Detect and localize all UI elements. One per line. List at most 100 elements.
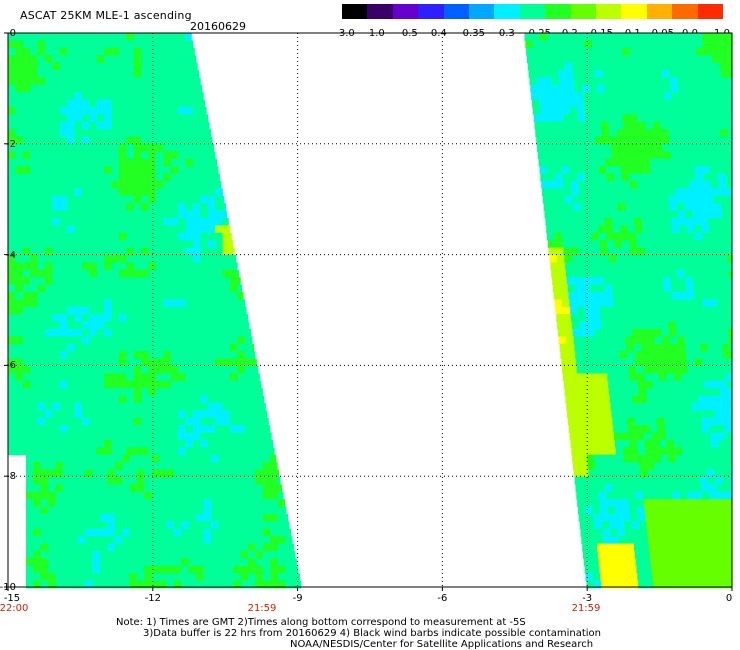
wind-cell	[89, 77, 98, 86]
wind-cell	[133, 151, 142, 160]
wind-cell	[598, 491, 607, 500]
wind-cell	[218, 536, 227, 544]
wind-cell	[15, 151, 24, 160]
wind-cell	[193, 262, 201, 271]
wind-cell	[604, 151, 613, 160]
wind-cell	[92, 484, 101, 493]
wind-cell	[126, 166, 135, 174]
wind-cell	[45, 432, 53, 441]
wind-cell	[215, 181, 222, 189]
wind-cell	[708, 543, 716, 552]
wind-cell	[196, 558, 204, 567]
wind-cell	[678, 343, 686, 352]
wind-cell	[22, 395, 31, 404]
wind-cell	[691, 329, 699, 337]
wind-cell	[174, 477, 182, 485]
wind-cell	[159, 521, 167, 530]
wind-cell	[727, 454, 733, 463]
wind-cell	[141, 218, 149, 226]
wind-cell	[89, 410, 98, 419]
wind-cell	[8, 107, 16, 115]
wind-cell	[252, 343, 254, 352]
wind-cell	[603, 144, 612, 152]
wind-cell	[104, 144, 112, 152]
wind-cell	[725, 47, 733, 56]
map-title: ASCAT 25KM MLE-1 ascending	[20, 9, 192, 22]
wind-cell	[111, 336, 120, 345]
wind-cell	[556, 55, 565, 63]
wind-cell	[59, 129, 68, 137]
wind-cell	[122, 477, 130, 485]
wind-cell	[665, 232, 674, 241]
wind-cell	[649, 92, 658, 100]
wind-cell	[691, 136, 700, 145]
wind-cell	[163, 388, 172, 396]
wind-cell	[671, 158, 680, 167]
wind-cell	[558, 70, 566, 78]
wind-cell	[133, 395, 142, 404]
wind-cell	[119, 321, 127, 330]
wind-cell	[82, 373, 90, 382]
wind-cell	[594, 521, 603, 530]
wind-cell	[551, 144, 560, 152]
wind-cell	[163, 262, 172, 271]
wind-cell	[159, 454, 167, 463]
wind-cell	[30, 299, 38, 308]
wind-cell	[22, 136, 31, 145]
wind-cell	[577, 47, 586, 56]
wind-cell	[645, 255, 654, 263]
wind-cell	[252, 358, 257, 367]
wind-cell	[156, 129, 164, 137]
wind-cell	[114, 469, 123, 478]
wind-cell	[26, 558, 34, 567]
wind-cell	[40, 469, 49, 478]
wind-cell	[574, 210, 582, 219]
wind-cell	[240, 491, 249, 500]
wind-cell	[77, 580, 86, 589]
wind-cell	[640, 210, 649, 219]
wind-cell	[728, 269, 733, 278]
wind-cell	[178, 70, 186, 78]
wind-cell	[666, 47, 675, 56]
wind-cell	[568, 92, 576, 100]
wind-cell	[8, 77, 16, 86]
wind-cell	[96, 358, 105, 367]
wind-cell	[678, 151, 687, 160]
wind-cell	[622, 506, 631, 515]
wind-cell	[26, 462, 34, 470]
wind-cell	[560, 92, 569, 100]
wind-cell	[557, 329, 566, 337]
wind-cell	[55, 462, 64, 470]
wind-cell	[607, 114, 616, 123]
wind-cell	[170, 225, 179, 234]
wind-cell	[92, 469, 101, 478]
wind-cell	[569, 432, 578, 441]
wind-cell	[688, 240, 697, 248]
wind-cell	[655, 210, 664, 219]
wind-cell	[74, 84, 83, 93]
wind-cell	[45, 129, 53, 137]
wind-cell	[675, 55, 683, 63]
wind-cell	[621, 240, 630, 248]
wind-cell	[59, 314, 68, 322]
wind-cell	[240, 543, 249, 552]
wind-cell	[200, 232, 209, 241]
wind-cell	[15, 277, 24, 285]
wind-cell	[67, 255, 75, 263]
wind-cell	[100, 528, 108, 537]
wind-cell	[593, 314, 601, 322]
wind-cell	[111, 158, 120, 167]
wind-cell	[67, 55, 75, 63]
note-line-2: 3)Data buffer is 22 hrs from 20160629 4)…	[143, 628, 601, 639]
wind-cell	[230, 447, 238, 456]
wind-cell	[596, 77, 604, 86]
wind-cell	[15, 247, 24, 256]
wind-cell	[22, 173, 31, 182]
wind-cell	[15, 158, 24, 167]
wind-cell	[52, 181, 61, 189]
wind-cell	[185, 440, 194, 448]
wind-cell	[170, 70, 179, 78]
wind-cell	[22, 55, 31, 63]
wind-cell	[211, 477, 219, 485]
wind-cell	[292, 573, 300, 581]
